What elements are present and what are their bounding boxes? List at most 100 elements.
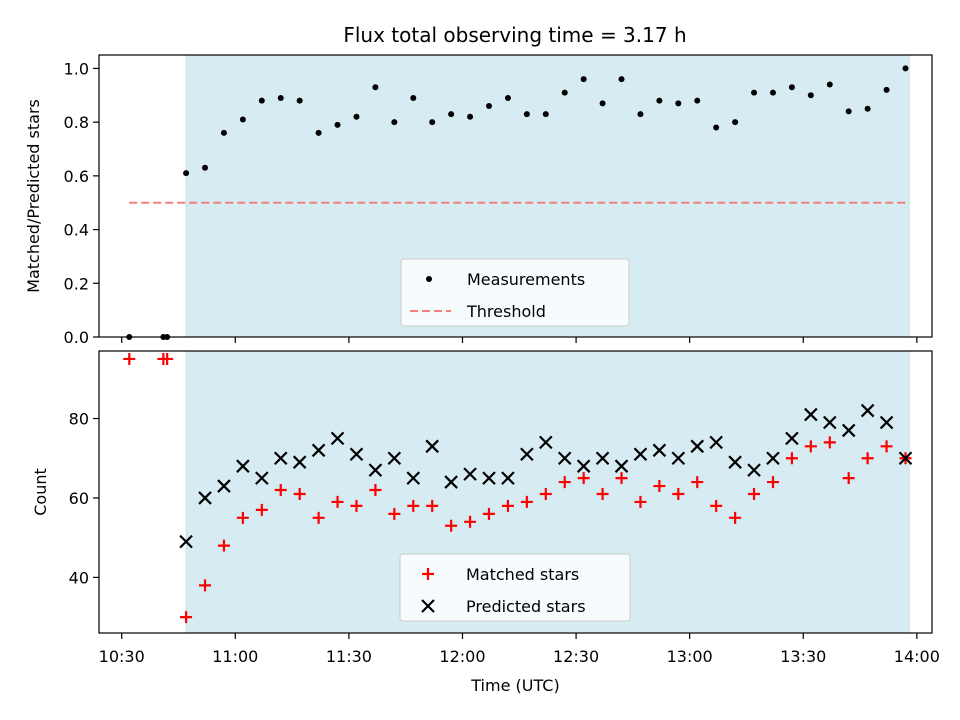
data-point	[652, 443, 667, 458]
data-point	[580, 76, 587, 83]
data-point	[634, 495, 647, 508]
data-point	[822, 415, 837, 430]
data-point	[407, 499, 420, 512]
data-point	[577, 472, 590, 485]
axes-frame	[98, 350, 933, 634]
data-point	[179, 534, 193, 549]
data-point	[728, 455, 742, 469]
legend: Measurements Threshold	[400, 258, 630, 327]
legend-label: Measurements	[467, 270, 585, 289]
legend-label: Threshold	[466, 302, 546, 321]
data-point	[694, 97, 701, 104]
data-point	[615, 472, 628, 485]
x-tick-label: 14:00	[894, 647, 940, 666]
data-point	[274, 484, 287, 497]
data-point	[448, 111, 455, 118]
data-point	[804, 440, 817, 453]
data-point	[860, 403, 875, 418]
data-point	[766, 476, 779, 489]
data-point	[236, 459, 250, 473]
x-tick-label: 11:00	[212, 647, 258, 666]
data-point	[349, 447, 364, 462]
data-point	[463, 467, 477, 481]
data-point	[672, 487, 685, 500]
data-point	[296, 97, 303, 104]
legend-marker	[422, 568, 434, 580]
data-point	[861, 452, 874, 465]
data-point	[426, 499, 439, 512]
data-point	[236, 511, 249, 524]
series-measurements	[126, 65, 909, 340]
data-point	[277, 94, 284, 101]
data-point	[671, 451, 686, 466]
y-tick-label: 0.6	[64, 167, 89, 186]
data-point	[633, 447, 648, 462]
x-tick-label: 13:30	[780, 647, 826, 666]
data-point	[713, 124, 720, 131]
data-point	[561, 89, 568, 96]
data-point	[161, 352, 174, 365]
data-point	[504, 94, 511, 101]
data-point	[258, 97, 265, 104]
data-point	[406, 471, 421, 485]
panel-top: 0.0 0.2 0.4 0.6 0.8 1.0 Matched/Predicted star…	[24, 54, 933, 347]
data-point	[464, 515, 477, 528]
data-point	[539, 487, 552, 500]
data-point	[709, 435, 723, 450]
data-point	[788, 84, 795, 91]
data-point	[312, 511, 325, 524]
data-point	[350, 499, 363, 512]
data-point	[823, 436, 836, 449]
data-point	[558, 476, 571, 489]
panel-bottom: 40 60 80 10:30 11:00 11:30 12:00 12:30 13:00 13:3…	[31, 350, 940, 695]
data-point	[690, 439, 705, 454]
y-tick-label: 0.2	[64, 274, 89, 293]
axes-frame	[98, 54, 933, 338]
y-tick-label: 0.4	[64, 221, 89, 240]
y-tick-label: 1.0	[64, 59, 89, 78]
data-point	[653, 480, 666, 493]
data-point	[883, 86, 890, 93]
data-point	[656, 97, 663, 104]
data-point	[501, 471, 515, 485]
data-point	[841, 423, 856, 438]
data-point	[879, 415, 894, 430]
data-point	[331, 495, 344, 508]
data-point	[618, 76, 625, 83]
data-point	[576, 459, 591, 473]
legend-box	[399, 553, 631, 622]
data-point	[485, 103, 492, 110]
series-matched-stars	[123, 352, 912, 624]
data-point	[637, 111, 644, 118]
data-point	[691, 476, 704, 489]
data-point	[387, 451, 402, 466]
data-point	[220, 129, 227, 136]
data-point	[255, 471, 269, 485]
data-point	[353, 113, 360, 120]
data-point	[217, 539, 230, 552]
data-point	[766, 451, 780, 466]
x-tick-label: 13:00	[667, 647, 713, 666]
legend-marker	[421, 599, 435, 613]
data-point	[520, 447, 534, 462]
data-point	[482, 507, 495, 520]
y-axis-label: Count	[31, 468, 50, 516]
x-tick-label: 11:30	[326, 647, 372, 666]
data-point	[198, 491, 212, 505]
x-axis-label: Time (UTC)	[470, 676, 559, 695]
y-tick-label: 60	[69, 489, 89, 508]
data-point	[769, 89, 776, 96]
legend-box	[400, 258, 630, 327]
data-point	[596, 487, 609, 500]
data-point	[255, 503, 268, 516]
data-point	[898, 451, 913, 466]
data-point	[599, 100, 606, 107]
data-point	[902, 65, 909, 72]
data-point	[804, 407, 818, 422]
data-point	[557, 451, 572, 466]
data-point	[334, 121, 341, 128]
data-point	[180, 611, 193, 624]
data-point	[748, 487, 761, 500]
data-point	[539, 435, 553, 450]
